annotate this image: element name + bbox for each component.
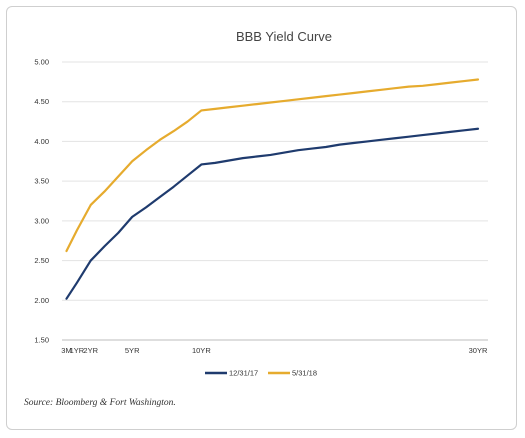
x-tick-label: 3M [61,346,71,355]
legend: 12/31/17 5/31/18 [205,369,317,378]
x-tick-label: 2YR [83,346,98,355]
source-note: Source: Bloomberg & Fort Washington. [24,398,176,408]
y-tick-label: 4.50 [34,97,49,106]
gridlines [62,61,488,341]
y-tick-label: 3.00 [34,216,49,225]
chart-title: BBB Yield Curve [236,29,332,44]
y-tick-label: 3.50 [34,177,49,186]
x-tick-label: 5YR [125,346,140,355]
legend-label-1: 12/31/17 [229,369,258,378]
series-line-2 [65,78,480,253]
y-tick-label: 2.50 [34,256,49,265]
y-tick-label: 2.00 [34,296,49,305]
y-tick-label: 4.00 [34,137,49,146]
y-tick-label: 1.50 [34,336,49,345]
y-tick-label: 5.00 [34,58,49,67]
y-axis: 1.50 2.00 2.50 3.00 3.50 4.00 4.50 5.00 [34,58,49,345]
x-tick-label: 30YR [469,346,488,355]
series-line-1 [65,127,480,300]
x-tick-label: 1YR [70,346,85,355]
chart-frame [6,6,517,430]
legend-label-2: 5/31/18 [292,369,317,378]
x-tick-label: 10YR [192,346,211,355]
series-lines [65,78,480,300]
